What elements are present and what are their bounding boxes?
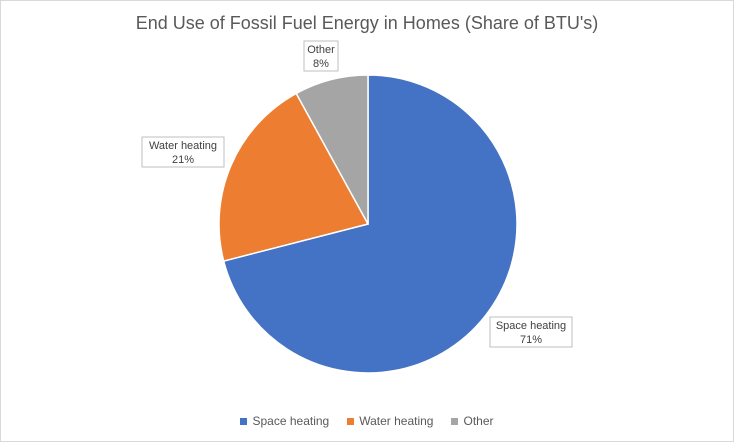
data-label-box [489, 316, 573, 348]
legend-swatch [451, 417, 459, 425]
legend-label: Water heating [359, 414, 434, 428]
data-label-category: Water heating [149, 140, 217, 152]
pie-slice-other [295, 74, 369, 225]
legend-item-water-heating: Water heating [347, 414, 433, 428]
data-label-value: 71% [520, 334, 542, 346]
data-label-category: Other [307, 44, 335, 56]
legend-label: Space heating [252, 414, 330, 428]
data-label-other: Other 8% [303, 40, 339, 72]
pie-slice-space-heating [222, 74, 518, 374]
chart-title: End Use of Fossil Fuel Energy in Homes (… [135, 13, 599, 33]
pie-slice-water-heating [218, 92, 370, 262]
data-label-water-heating: Water heating 21% [141, 136, 225, 168]
legend-swatch [347, 417, 355, 425]
legend-item-space-heating: Space heating [240, 414, 329, 428]
legend: Space heating Water heating Other [1, 414, 733, 428]
data-label-value: 21% [172, 154, 194, 166]
data-label-space-heating: Space heating 71% [489, 316, 573, 348]
data-label-box [141, 136, 225, 168]
legend-label: Other [463, 414, 494, 428]
data-label-category: Space heating [496, 320, 566, 332]
data-label-value: 8% [313, 58, 329, 70]
legend-item-other: Other [451, 414, 494, 428]
data-label-box [303, 40, 339, 72]
legend-swatch [240, 417, 248, 425]
